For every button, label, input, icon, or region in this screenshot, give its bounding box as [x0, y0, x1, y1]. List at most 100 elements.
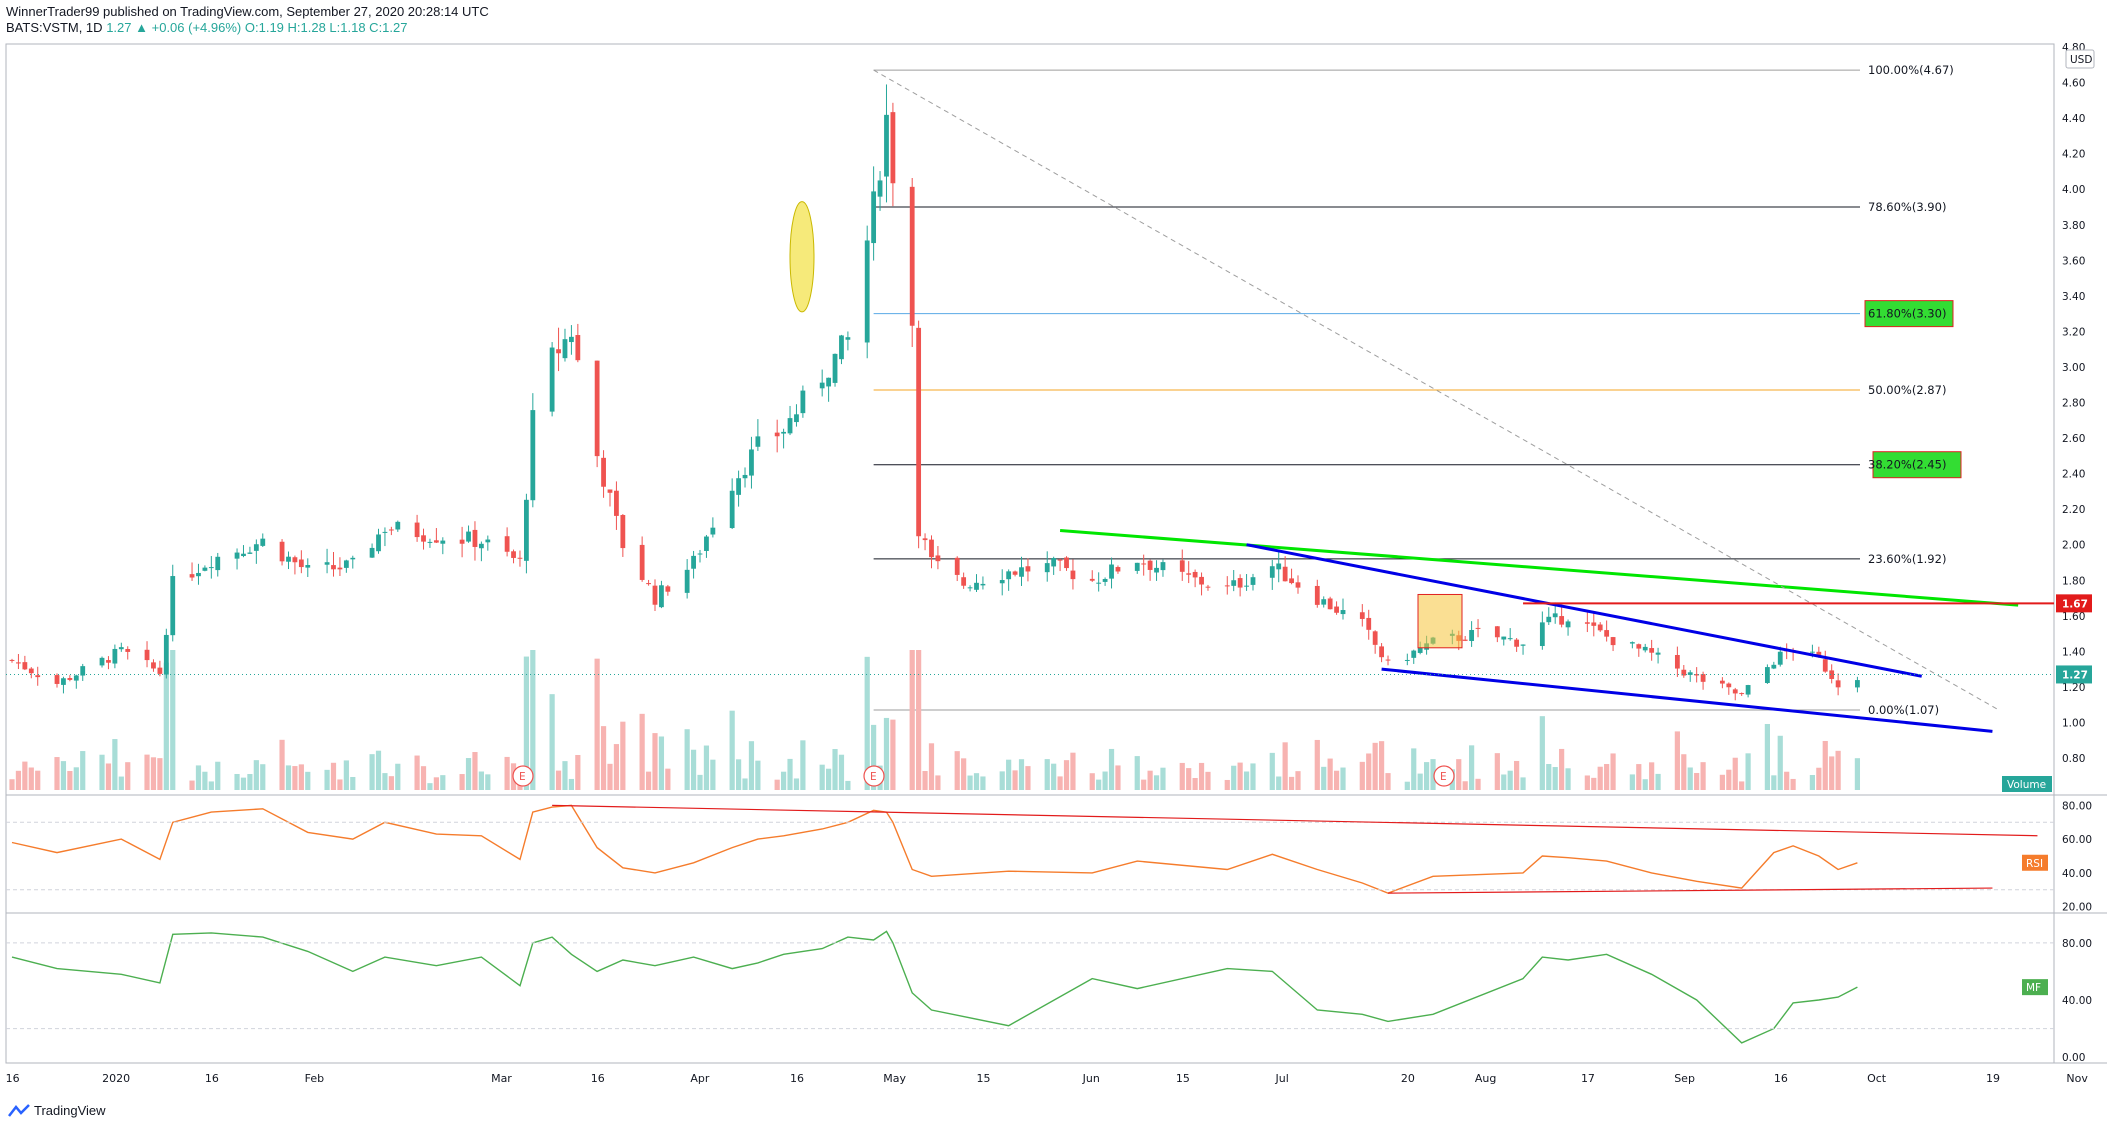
candle-body — [1597, 624, 1603, 631]
volume-bar — [1835, 750, 1841, 790]
volume-bar — [613, 744, 620, 790]
volume-bar — [202, 771, 208, 790]
candle-body — [1109, 564, 1114, 579]
mf-pane: 80.00 40.00 0.00 MF — [6, 930, 2092, 1064]
fib-level-label: 100.00%(4.67) — [1868, 63, 1954, 77]
volume-bar — [1018, 759, 1025, 790]
currency-label: USD — [2070, 54, 2092, 66]
volume-bar — [1462, 781, 1468, 790]
volume-bar — [1198, 762, 1205, 790]
volume-bar — [234, 773, 240, 790]
volume-bar — [440, 775, 446, 790]
candle-body — [729, 490, 735, 529]
volume-bar — [1636, 764, 1642, 790]
candle-body — [1102, 578, 1108, 582]
volume-bar — [1655, 773, 1661, 790]
time-tick-label: 16 — [591, 1072, 605, 1085]
volume-bar — [1790, 778, 1796, 790]
rsi-tick-label: 20.00 — [2062, 902, 2092, 914]
volume-bar — [157, 758, 163, 790]
candle-body — [1829, 670, 1835, 679]
volume-bar — [1044, 759, 1050, 790]
candle-body — [241, 553, 246, 557]
time-axis[interactable]: 16 2020 16 Feb Mar 16 Apr 16 May 15 Jun 15 Jul 20 Aug 1… — [6, 1072, 2107, 1085]
candle-body — [196, 572, 201, 577]
volume-bar — [781, 771, 787, 790]
fib-level-label: 38.20%(2.45) — [1868, 458, 1946, 472]
candle-body — [524, 499, 529, 561]
volume-bar — [1224, 779, 1230, 790]
volume-bar — [1366, 753, 1372, 790]
candle-body — [440, 540, 446, 544]
time-tick-label: Sep — [1674, 1072, 1695, 1085]
tradingview-logo[interactable]: TradingView — [8, 1103, 106, 1118]
candle-body — [1642, 646, 1648, 651]
candle-body — [1469, 630, 1475, 641]
publisher-line: WinnerTrader99 published on TradingView.… — [6, 4, 489, 20]
price-tick-label: 2.40 — [2062, 469, 2085, 481]
candle-body — [1269, 566, 1275, 578]
candle-body — [691, 555, 696, 569]
candle-body — [1295, 582, 1301, 588]
fibonacci-retracement[interactable]: 100.00%(4.67) 78.60%(3.90) 61.80%(3.30) 50.… — [873, 63, 1962, 717]
symbol-label[interactable]: BATS:VSTM, 1D — [6, 20, 103, 35]
rsi-tick-label: 80.00 — [2062, 800, 2092, 812]
price-tick-label: 3.80 — [2062, 220, 2085, 232]
volume-bar — [285, 765, 292, 790]
price-tick-label: 2.00 — [2062, 540, 2085, 552]
candle-body — [1359, 612, 1365, 619]
candle-body — [665, 586, 671, 592]
candle-body — [909, 186, 915, 326]
candle-body — [1044, 563, 1050, 573]
volume-bar — [485, 774, 491, 790]
time-tick-label: Feb — [305, 1072, 324, 1085]
time-tick-label: 15 — [977, 1072, 991, 1085]
volume-bar — [35, 770, 41, 790]
volume-bar — [1243, 771, 1250, 790]
earnings-marker — [512, 765, 534, 787]
candle-body — [620, 515, 626, 549]
candle-body — [1694, 674, 1700, 676]
volume-bar — [1745, 753, 1751, 790]
volume-bar — [144, 754, 150, 790]
candle-body — [1584, 622, 1590, 624]
trendlines[interactable] — [873, 69, 2054, 733]
volume-bar — [427, 783, 433, 790]
candle-body — [459, 539, 465, 544]
price-axis[interactable]: 4.804.604.404.204.003.803.603.403.203.00… — [2062, 42, 2095, 765]
candle-body — [774, 432, 780, 437]
candle-body — [1244, 585, 1249, 587]
candle-body — [118, 647, 124, 650]
volume-bar — [1829, 756, 1835, 790]
candle-body — [421, 535, 426, 542]
volume-bar — [1475, 778, 1481, 790]
candle-body — [1835, 680, 1841, 688]
volume-bar — [1565, 768, 1571, 790]
candle-body — [1096, 582, 1102, 584]
volume-bar — [1153, 775, 1160, 790]
volume-bar — [645, 771, 652, 790]
volume-bar — [684, 729, 690, 790]
mf-tick-label: 0.00 — [2062, 1052, 2085, 1064]
volume-bar — [1192, 778, 1198, 790]
time-tick-label: Jul — [1275, 1072, 1289, 1085]
candle-body — [61, 678, 66, 685]
volume-bar — [658, 736, 665, 790]
volume-bar — [922, 771, 928, 790]
volume-bar — [1231, 765, 1237, 790]
volume-bar — [54, 757, 60, 790]
candle-body — [234, 552, 240, 559]
volume-bar — [260, 764, 266, 790]
candle-body — [247, 552, 253, 554]
candle-body — [80, 666, 86, 676]
volume-bar — [1687, 767, 1693, 790]
volume-bar — [961, 758, 967, 790]
volume-bar — [703, 745, 710, 790]
candle-body — [839, 335, 844, 360]
volume-bar — [800, 740, 806, 790]
candle-body — [1636, 644, 1642, 649]
volume-bar — [1559, 748, 1565, 790]
candle-body — [742, 474, 748, 479]
last-price: 1.27 — [106, 20, 132, 35]
